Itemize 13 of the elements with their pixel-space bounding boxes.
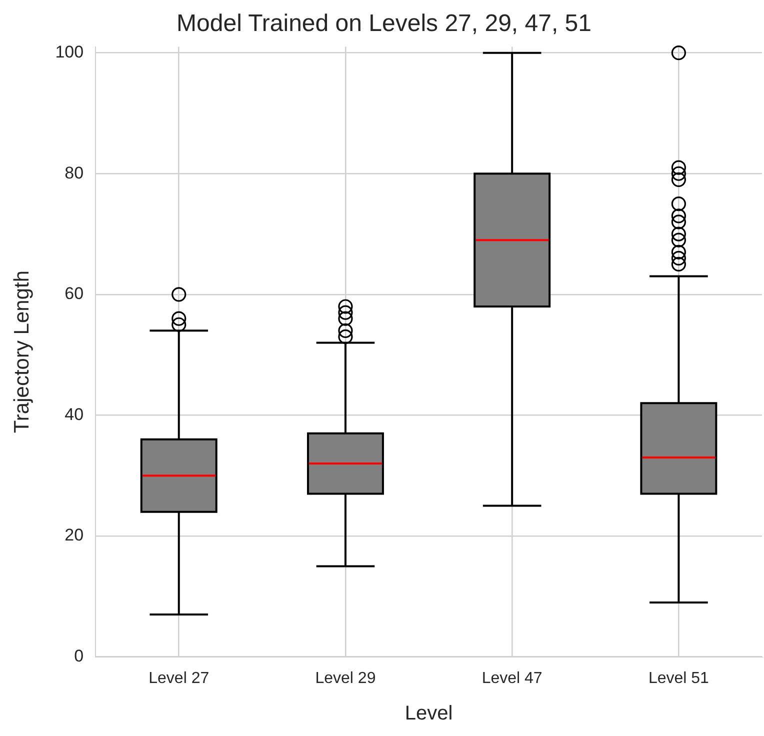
chart-title: Model Trained on Levels 27, 29, 47, 51 (176, 10, 592, 38)
x-tick-label: Level 29 (315, 670, 376, 687)
x-axis-title: Level (404, 702, 453, 725)
y-tick-label: 0 (74, 646, 84, 666)
x-tick-label: Level 51 (648, 670, 710, 687)
x-tick-label: Level 47 (482, 670, 542, 687)
y-tick-label: 100 (55, 42, 84, 62)
y-axis-title: Trajectory Length (10, 270, 34, 434)
y-tick-label: 20 (64, 526, 84, 545)
x-tick-label: Level 27 (148, 670, 210, 687)
y-tick-label: 60 (64, 284, 84, 304)
y-tick-label: 40 (64, 404, 84, 424)
y-tick-label: 80 (64, 163, 84, 182)
